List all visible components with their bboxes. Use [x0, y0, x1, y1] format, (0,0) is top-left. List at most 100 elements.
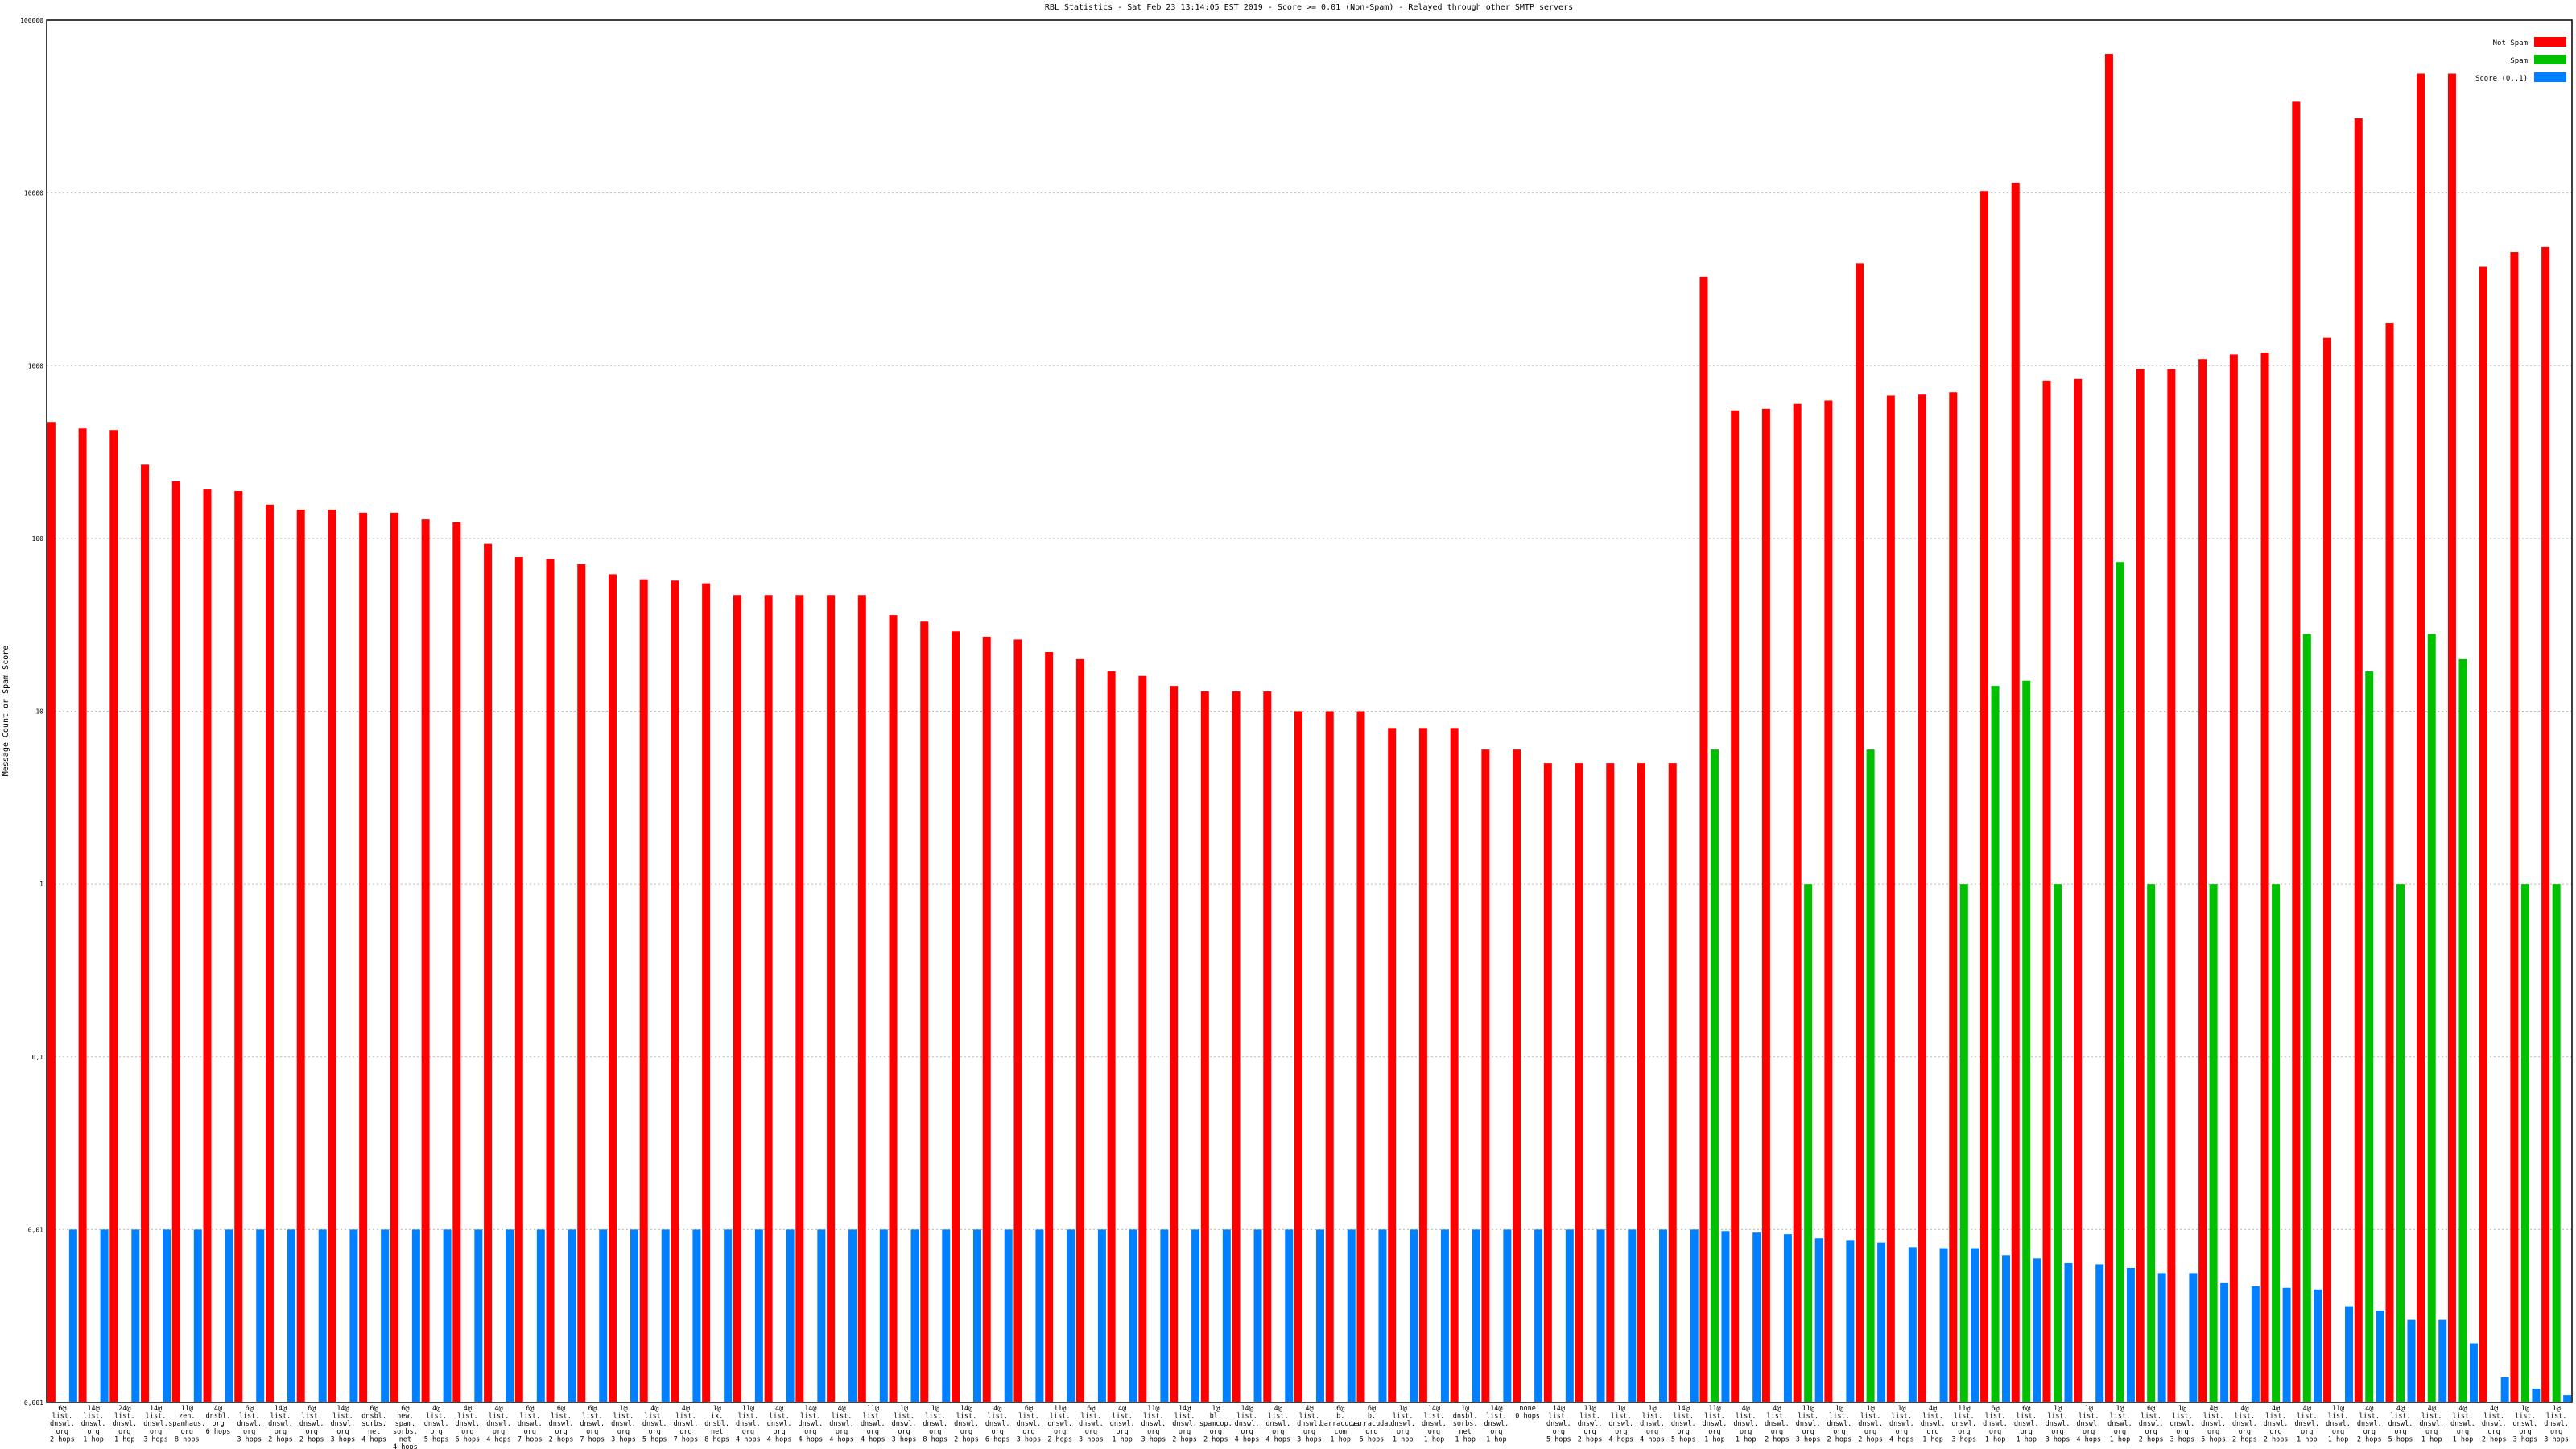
bar	[1503, 1229, 1512, 1402]
bar	[2147, 884, 2156, 1402]
x-tick-label: 1@ list. dnswl. org 4 hops	[2076, 1405, 2101, 1443]
x-tick-label: 4@ list. dnswl. org 2 hops	[1765, 1405, 1790, 1443]
x-tick-label: 4@ list. dnswl. org 2 hops	[2264, 1405, 2289, 1443]
bar	[1731, 410, 1740, 1403]
bar	[2189, 1273, 2198, 1402]
x-tick-label: 4@ list. dnswl. org 1 hop	[1921, 1405, 1946, 1443]
bar	[1191, 1229, 1200, 1402]
bar	[1783, 1234, 1792, 1402]
bar	[2314, 1289, 2322, 1402]
bar	[1534, 1229, 1543, 1402]
bar	[474, 1229, 483, 1402]
bar	[639, 579, 648, 1402]
bar	[1388, 728, 1397, 1402]
x-tick-label: 4@ list. dnswl. org 4 hops	[829, 1405, 854, 1443]
bar	[1316, 1229, 1324, 1402]
bar	[2407, 1319, 2416, 1402]
bar	[2116, 562, 2124, 1402]
x-tick-label: 4@ list. dnswl. org 1 hop	[2419, 1405, 2444, 1443]
x-tick-label: 4@ list. dnswl. org 3 hops	[1297, 1405, 1322, 1443]
bar	[2167, 369, 2176, 1403]
y-tick-label: 0,001	[24, 1399, 43, 1406]
bar	[1908, 1247, 1917, 1402]
bar	[203, 489, 212, 1402]
x-tick-label: 6@ list. dnswl. org 3 hops	[237, 1405, 262, 1443]
bar	[2302, 634, 2311, 1402]
bar	[234, 491, 243, 1402]
x-tick-label: 1@ bl. spamcop. org 2 hops	[1199, 1405, 1232, 1443]
x-tick-label: 4@ list. dnswl. org 4 hops	[486, 1405, 511, 1443]
bar	[2354, 118, 2363, 1402]
bar	[318, 1229, 327, 1402]
bar	[1949, 392, 1958, 1403]
y-tick-label: 1	[39, 881, 43, 888]
bar	[1004, 1229, 1013, 1402]
bar	[1035, 1229, 1044, 1402]
bar	[443, 1229, 452, 1402]
bar	[1356, 711, 1365, 1402]
bar	[78, 428, 87, 1402]
bar	[2272, 884, 2281, 1402]
x-tick-label: 6@ list. dnswl. org 3 hops	[1079, 1405, 1104, 1443]
bar	[1699, 276, 1708, 1402]
x-tick-label: 14@ list. dnswl. org 2 hops	[1172, 1405, 1197, 1443]
bar	[857, 595, 866, 1402]
x-tick-label: 1@ list. dnswl. org 2 hops	[1858, 1405, 1883, 1443]
bar	[2385, 323, 2394, 1402]
x-tick-label: 1@ list. dnswl. org 4 hops	[1889, 1405, 1914, 1443]
bar	[1013, 639, 1022, 1402]
bar	[910, 1229, 919, 1402]
x-tick-label: 6@ list. dnswl. org 7 hops	[580, 1405, 605, 1443]
bar	[2541, 246, 2550, 1403]
legend-label: Spam	[2510, 57, 2528, 65]
x-tick-label: 6@ b. barracuda. com 1 hop	[1320, 1405, 1361, 1443]
bar	[786, 1229, 795, 1402]
bar	[2157, 1273, 2166, 1402]
x-tick-label: 1@ list. dnswl. org 3 hops	[611, 1405, 636, 1443]
x-tick-label: 14@ list. dnswl. org 2 hops	[954, 1405, 979, 1443]
bar	[109, 430, 118, 1403]
bar	[256, 1229, 265, 1402]
x-tick-label: 6@ list. dnswl. org 7 hops	[518, 1405, 543, 1443]
x-tick-label: 6@ new. spam. sorbs. net 4 hops	[393, 1405, 418, 1449]
bar	[484, 543, 493, 1402]
bar	[889, 615, 898, 1402]
bar	[2002, 1255, 2011, 1402]
bar	[2260, 353, 2269, 1402]
bar	[2417, 73, 2425, 1402]
x-tick-label: 1@ ix. dnsbl. net 8 hops	[704, 1405, 729, 1443]
bar	[506, 1229, 514, 1402]
plot-frame	[46, 19, 2573, 1403]
bar	[795, 595, 804, 1402]
bar	[47, 422, 56, 1402]
x-tick-label: 11@ list. dnswl. org 4 hops	[736, 1405, 761, 1443]
x-tick-label: 11@ list. dnswl. org 2 hops	[1047, 1405, 1072, 1443]
bar	[1877, 1242, 1886, 1402]
bar	[1472, 1229, 1480, 1402]
x-tick-label: 6@ list. dnswl. org 2 hops	[50, 1405, 75, 1443]
y-tick-label: 10	[35, 708, 43, 716]
bar	[1824, 400, 1833, 1402]
x-tick-label: 24@ list. dnswl. org 1 hop	[112, 1405, 137, 1443]
x-tick-label: 4@ list. dnswl. org 1 hop	[2294, 1405, 2319, 1443]
chart-title: RBL Statistics - Sat Feb 23 13:14:05 EST…	[1045, 3, 1573, 12]
bar	[359, 512, 368, 1402]
bar	[1721, 1231, 1730, 1402]
bar	[1690, 1229, 1699, 1402]
legend-label: Not Spam	[2493, 39, 2528, 47]
x-tick-label: 1@ list. dnswl. org 2 hops	[1827, 1405, 1852, 1443]
bar	[764, 595, 773, 1402]
bar	[225, 1229, 233, 1402]
bar	[287, 1229, 295, 1402]
bar	[1513, 749, 1521, 1402]
y-tick-label: 100	[32, 535, 44, 543]
x-tick-label: 4@ list. dnswl. org 1 hop	[1733, 1405, 1758, 1443]
bar	[2229, 354, 2238, 1402]
x-tick-label: 4@ list. dnswl. org 5 hops	[424, 1405, 449, 1443]
x-tick-label: 11@ zen. spamhaus. org 8 hops	[168, 1405, 205, 1443]
bar	[630, 1229, 638, 1402]
bar	[2292, 101, 2301, 1402]
bar	[817, 1229, 826, 1402]
bar	[265, 504, 274, 1402]
